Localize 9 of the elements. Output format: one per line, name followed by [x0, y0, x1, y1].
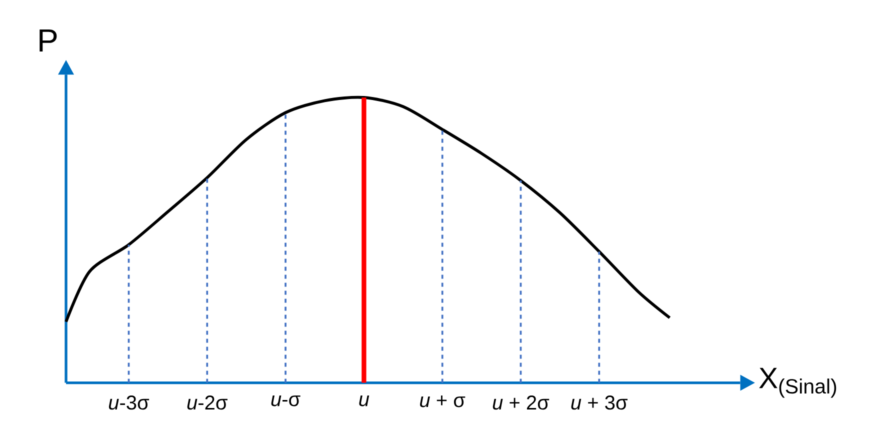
x-tick-label: u + σ: [420, 395, 466, 408]
x-tick-label: u-3σ: [108, 395, 150, 410]
x-axis-title: X$_{(Sinal)}$: [759, 368, 836, 398]
x-tick-label: u: [359, 395, 370, 406]
x-tick-label: u-σ: [271, 395, 300, 406]
x-tick-label: u + 2σ: [492, 395, 550, 410]
x-tick-label: u-2σ: [187, 395, 228, 410]
x-tick-label: u + 3σ: [571, 395, 628, 410]
y-axis-title: P: [40, 29, 57, 52]
